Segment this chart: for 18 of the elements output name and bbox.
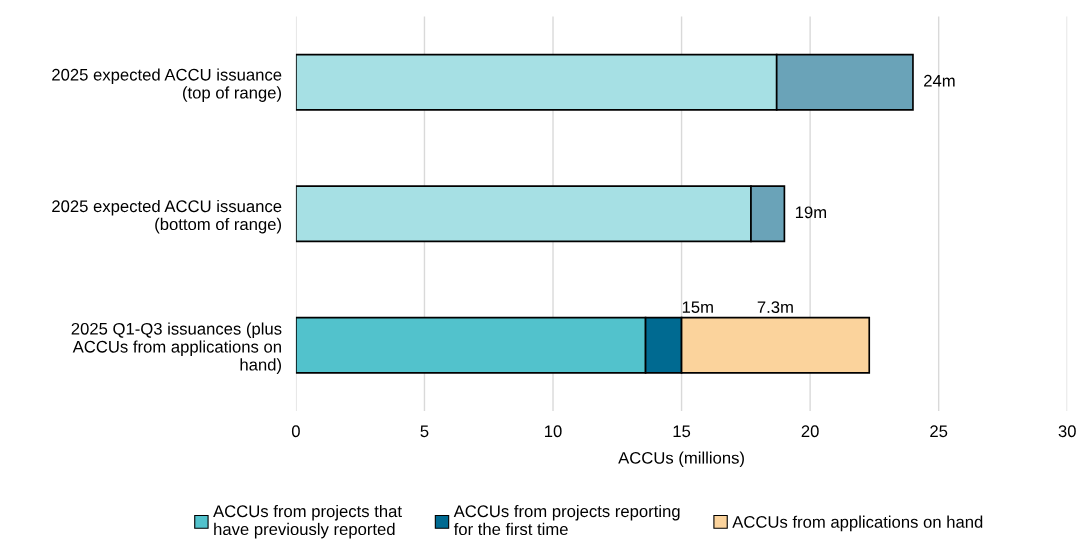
x-axis-title: ACCUs (millions) xyxy=(618,451,744,468)
data-label: 7.3m xyxy=(757,301,793,314)
total-label: 24m xyxy=(924,74,955,87)
annotation: 15m xyxy=(682,301,713,314)
y-tick-label: 2025 expected ACCU issuance (bottom of range) xyxy=(52,199,282,234)
legend-label: ACCUs from applications on hand xyxy=(732,515,983,532)
legend-label: ACCUs from projects reporting for the first time xyxy=(453,504,680,536)
x-tick-label: 20 xyxy=(801,425,819,438)
x-tick-label: 5 xyxy=(420,425,429,438)
x-tick-label: 25 xyxy=(930,425,948,438)
legend-label: ACCUs from projects that have previously reported xyxy=(213,504,402,539)
x-tick-label: 0 xyxy=(291,425,300,438)
y-tick-label: 2025 Q1-Q3 issuances (plus ACCUs from applications on hand) xyxy=(71,322,282,374)
x-tick-label: 15 xyxy=(673,425,691,438)
total-label: 19m xyxy=(795,206,827,219)
y-tick-label: 2025 expected ACCU issuance (top of range) xyxy=(52,68,282,102)
x-tick-label: 30 xyxy=(1058,425,1076,438)
x-tick-label: 10 xyxy=(545,425,562,438)
